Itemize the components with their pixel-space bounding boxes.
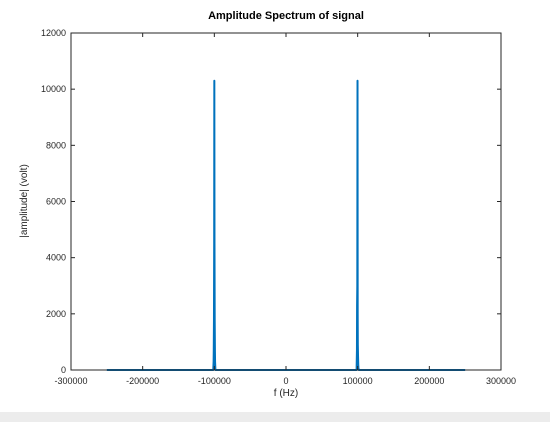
x-tick-label: 300000 [486, 376, 516, 386]
x-axis-label: f (Hz) [274, 388, 298, 399]
x-tick-label: -100000 [198, 376, 231, 386]
x-tick-label: 0 [283, 376, 288, 386]
x-tick-label: 200000 [414, 376, 444, 386]
bottom-strip [0, 412, 550, 422]
y-axis-label: |amplitude| (volt) [19, 164, 30, 238]
y-tick-label: 12000 [41, 28, 66, 38]
x-axis-ticks: -300000 -200000 -100000 0 100000 200000 300000 [54, 33, 516, 386]
y-tick-label: 10000 [41, 84, 66, 94]
y-tick-label: 6000 [46, 197, 66, 207]
y-tick-label: 4000 [46, 253, 66, 263]
x-tick-label: -200000 [126, 376, 159, 386]
x-tick-label: 100000 [343, 376, 373, 386]
chart-title: Amplitude Spectrum of signal [208, 10, 364, 22]
y-tick-label: 0 [61, 365, 66, 375]
x-tick-label: -300000 [54, 376, 87, 386]
y-axis-ticks: 0 2000 4000 6000 8000 10000 12000 [41, 28, 501, 375]
plot-area [71, 33, 501, 370]
y-tick-label: 2000 [46, 309, 66, 319]
y-tick-label: 8000 [46, 140, 66, 150]
